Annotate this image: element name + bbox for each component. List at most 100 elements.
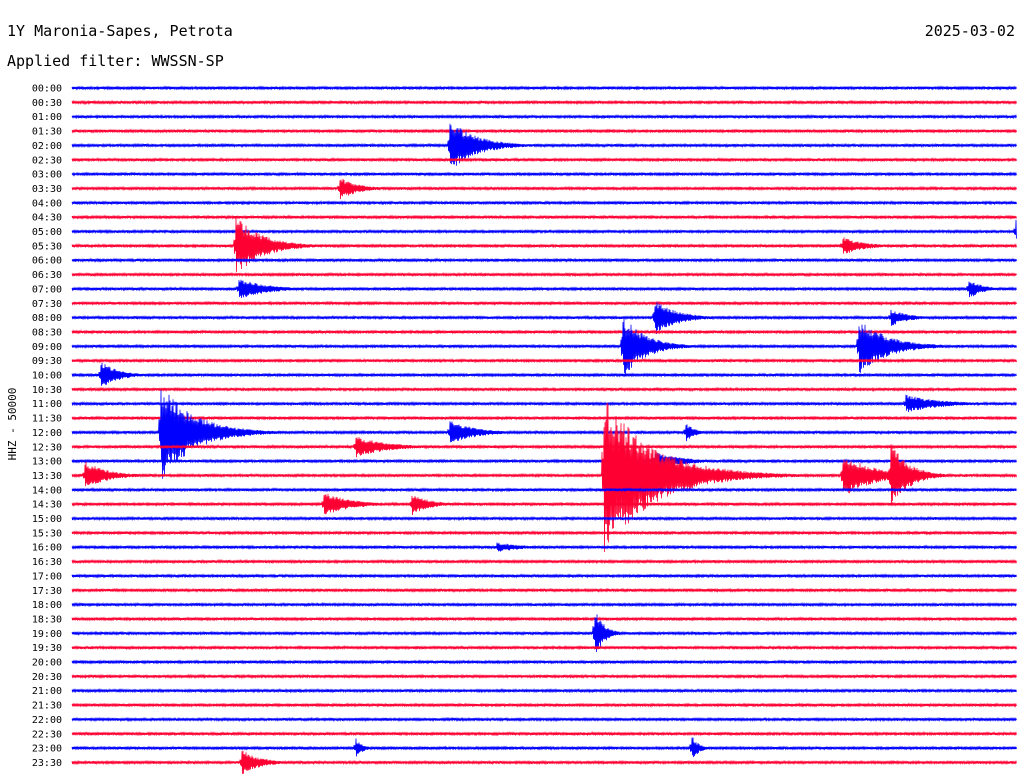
- row-label: 22:00: [32, 715, 62, 726]
- row-label: 18:30: [32, 614, 62, 625]
- trace-row-1200: [71, 390, 1017, 479]
- trace-row-1300: [71, 453, 1017, 469]
- trace-row-0430: [71, 214, 1017, 220]
- filter-label: Applied filter: WWSSN-SP: [7, 52, 224, 70]
- trace-row-1230: [71, 437, 1017, 458]
- row-label: 00:30: [32, 98, 62, 109]
- trace-row-0800: [71, 302, 1017, 335]
- trace-row-0400: [71, 200, 1017, 206]
- trace-row-2130: [71, 702, 1017, 708]
- row-label: 07:30: [32, 299, 62, 310]
- row-label: 08:30: [32, 327, 62, 338]
- row-label: 19:00: [32, 629, 62, 640]
- trace-row-2000: [71, 659, 1017, 665]
- trace-row-1730: [71, 587, 1017, 593]
- trace-row-1600: [71, 542, 1017, 552]
- row-label: 06:00: [32, 256, 62, 267]
- trace-row-1430: [71, 493, 1017, 516]
- row-label: 05:30: [32, 241, 62, 252]
- row-label: 09:30: [32, 356, 62, 367]
- row-label: 04:00: [32, 198, 62, 209]
- trace-row-1700: [71, 573, 1017, 579]
- trace-row-2100: [71, 687, 1017, 694]
- trace-row-0630: [71, 271, 1017, 278]
- trace-row-1530: [71, 530, 1017, 536]
- trace-row-0930: [71, 357, 1017, 364]
- trace-row-0330: [71, 178, 1017, 200]
- row-label: 02:00: [32, 141, 62, 152]
- seismic-traces: [71, 85, 1017, 775]
- trace-row-1330: [71, 402, 1017, 553]
- row-label: 12:30: [32, 442, 62, 453]
- row-label: 04:30: [32, 213, 62, 224]
- row-label: 12:00: [32, 428, 62, 439]
- row-label: 15:00: [32, 514, 62, 525]
- row-label: 08:00: [32, 313, 62, 324]
- chart-date: 2025-03-02: [925, 22, 1015, 40]
- row-label: 09:00: [32, 342, 62, 353]
- trace-row-0000: [71, 85, 1017, 91]
- trace-row-0200: [71, 123, 1017, 166]
- row-label: 16:30: [32, 557, 62, 568]
- row-label: 16:00: [32, 543, 62, 554]
- row-label: 11:00: [32, 399, 62, 410]
- row-label: 21:00: [32, 686, 62, 697]
- row-label: 23:30: [32, 758, 62, 769]
- trace-row-0900: [71, 318, 1017, 375]
- trace-row-1930: [71, 644, 1017, 651]
- station-title: 1Y Maronia-Sapes, Petrota: [7, 22, 233, 40]
- row-label: 03:00: [32, 170, 62, 181]
- trace-row-0300: [71, 171, 1017, 177]
- trace-row-2300: [71, 737, 1017, 758]
- trace-row-2230: [71, 731, 1017, 737]
- trace-row-1500: [71, 515, 1017, 522]
- trace-row-0530: [71, 217, 1017, 272]
- trace-row-0130: [71, 128, 1017, 134]
- trace-row-0230: [71, 157, 1017, 163]
- row-label: 21:30: [32, 701, 62, 712]
- row-label: 01:00: [32, 112, 62, 123]
- row-label: 05:00: [32, 227, 62, 238]
- row-label: 23:00: [32, 744, 62, 755]
- y-axis-label: HHZ - 50000: [6, 388, 19, 461]
- row-label: 19:30: [32, 643, 62, 654]
- row-label: 06:30: [32, 270, 62, 281]
- trace-row-0600: [71, 257, 1017, 263]
- trace-row-1030: [71, 386, 1017, 393]
- row-label: 15:30: [32, 528, 62, 539]
- row-label: 13:30: [32, 471, 62, 482]
- row-label: 17:00: [32, 571, 62, 582]
- row-label: 02:30: [32, 155, 62, 166]
- row-label: 10:00: [32, 371, 62, 382]
- trace-row-1900: [71, 614, 1017, 653]
- trace-row-1800: [71, 601, 1017, 608]
- row-label: 07:00: [32, 284, 62, 295]
- row-label: 18:00: [32, 600, 62, 611]
- row-label: 13:00: [32, 457, 62, 468]
- trace-row-1000: [71, 362, 1017, 386]
- trace-row-2200: [71, 716, 1017, 723]
- trace-row-0500: [71, 219, 1017, 239]
- trace-row-0700: [71, 279, 1017, 299]
- row-label: 22:30: [32, 729, 62, 740]
- trace-row-0100: [71, 113, 1017, 120]
- trace-row-2330: [71, 750, 1017, 775]
- row-label: 00:00: [32, 84, 62, 95]
- trace-row-0730: [71, 300, 1017, 307]
- trace-row-1830: [71, 616, 1017, 622]
- row-label: 17:30: [32, 586, 62, 597]
- row-label: 20:00: [32, 658, 62, 669]
- trace-row-0030: [71, 99, 1017, 106]
- trace-row-1630: [71, 558, 1017, 565]
- trace-row-2030: [71, 673, 1017, 680]
- trace-row-1400: [71, 487, 1017, 493]
- row-label: 10:30: [32, 385, 62, 396]
- row-label: 11:30: [32, 414, 62, 425]
- row-labels: 00:00 00:30 01:00 01:30 02:00 02:30 03:00 03:30…: [32, 84, 62, 769]
- row-label: 14:30: [32, 500, 62, 511]
- row-label: 01:30: [32, 127, 62, 138]
- row-label: 03:30: [32, 184, 62, 195]
- trace-row-1100: [71, 394, 1017, 413]
- row-label: 14:00: [32, 485, 62, 496]
